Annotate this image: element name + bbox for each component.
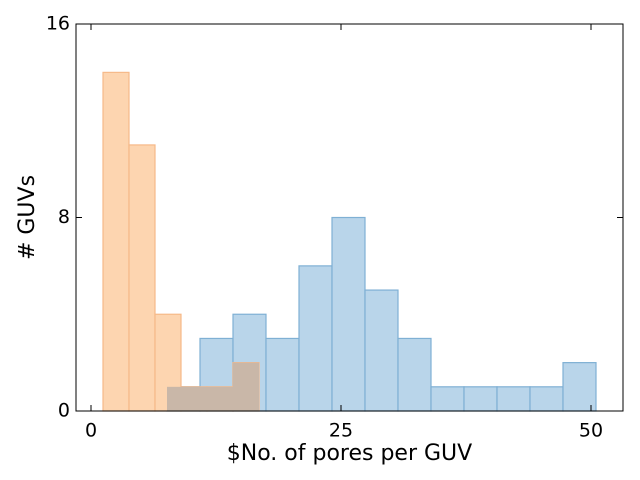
histogram-overlap <box>167 386 181 411</box>
x-tick-label: 25 <box>329 420 353 442</box>
histogram-bar <box>397 337 432 412</box>
histogram-bar <box>529 386 564 412</box>
histogram-bar <box>102 71 130 412</box>
histogram-bar <box>496 386 531 412</box>
ticks-group: 0 25 50 0 8 16 <box>46 13 623 442</box>
histogram-bar <box>430 386 465 412</box>
plot-frame <box>75 23 624 412</box>
histogram-overlap <box>233 362 259 411</box>
histogram-bar <box>562 362 597 412</box>
y-tick-label: 0 <box>58 400 70 422</box>
histogram-bar <box>463 386 498 412</box>
bars-group <box>102 71 597 412</box>
x-tick-label: 0 <box>85 420 97 442</box>
histogram-bar <box>298 265 333 412</box>
histogram-bar <box>265 337 300 412</box>
histogram-bar <box>331 216 366 412</box>
histogram-bar <box>364 289 399 412</box>
x-tick-label: 50 <box>579 420 603 442</box>
histogram-bar <box>128 144 156 412</box>
histogram-overlap <box>181 386 200 411</box>
y-axis-label: # GUVs <box>15 175 40 260</box>
y-tick-label: 8 <box>58 206 70 228</box>
x-axis-label: $No. of pores per GUV <box>227 441 472 466</box>
y-tick-label: 16 <box>46 13 70 35</box>
histogram-overlap <box>207 386 233 411</box>
histogram-overlap <box>200 386 207 411</box>
